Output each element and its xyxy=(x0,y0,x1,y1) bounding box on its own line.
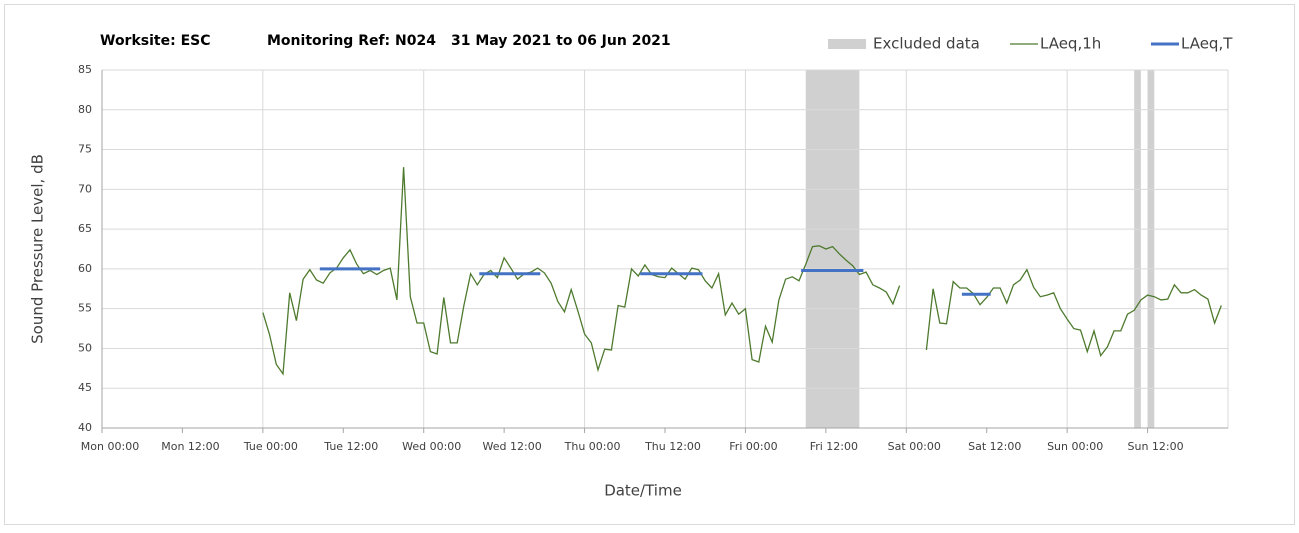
x-tick-label: Wed 00:00 xyxy=(402,440,461,453)
x-tick-label: Tue 00:00 xyxy=(243,440,298,453)
legend-label: Excluded data xyxy=(873,35,980,53)
title-ref: Monitoring Ref: N024 xyxy=(267,33,436,49)
x-tick-label: Sat 00:00 xyxy=(888,440,941,453)
y-tick-label: 70 xyxy=(78,182,92,195)
title-period: 31 May 2021 to 06 Jun 2021 xyxy=(451,33,671,49)
y-tick-label: 50 xyxy=(78,341,92,354)
x-tick-label: Fri 00:00 xyxy=(729,440,777,453)
x-tick-label: Sun 00:00 xyxy=(1047,440,1103,453)
excluded-band xyxy=(1147,70,1155,428)
y-tick-label: 60 xyxy=(78,262,92,275)
x-tick-label: Mon 12:00 xyxy=(161,440,219,453)
y-tick-label: 75 xyxy=(78,143,92,156)
y-tick-label: 40 xyxy=(78,421,92,434)
x-tick-label: Thu 12:00 xyxy=(644,440,701,453)
series-line xyxy=(319,267,991,296)
y-tick-label: 85 xyxy=(78,63,92,76)
y-tick-label: 80 xyxy=(78,103,92,116)
x-tick-label: Sun 12:00 xyxy=(1128,440,1184,453)
y-tick-label: 65 xyxy=(78,222,92,235)
x-axis-label: Date/Time xyxy=(604,482,682,500)
y-tick-label: 45 xyxy=(78,381,92,394)
excluded-band xyxy=(805,70,860,428)
legend-swatch xyxy=(828,39,866,49)
x-tick-label: Mon 00:00 xyxy=(81,440,139,453)
title-worksite: Worksite: ESC xyxy=(100,33,211,49)
x-tick-label: Thu 00:00 xyxy=(564,440,621,453)
legend-label: LAeq,1h xyxy=(1040,35,1101,53)
series-line xyxy=(262,167,1222,376)
x-tick-label: Tue 12:00 xyxy=(323,440,378,453)
x-tick-label: Wed 12:00 xyxy=(483,440,542,453)
chart-frame xyxy=(4,4,1295,525)
y-tick-label: 55 xyxy=(78,302,92,315)
x-tick-label: Sat 12:00 xyxy=(968,440,1021,453)
x-tick-label: Fri 12:00 xyxy=(810,440,858,453)
legend-label: LAeq,T xyxy=(1181,35,1233,53)
y-axis-label: Sound Pressure Level, dB xyxy=(29,154,47,344)
excluded-band xyxy=(1134,70,1141,428)
